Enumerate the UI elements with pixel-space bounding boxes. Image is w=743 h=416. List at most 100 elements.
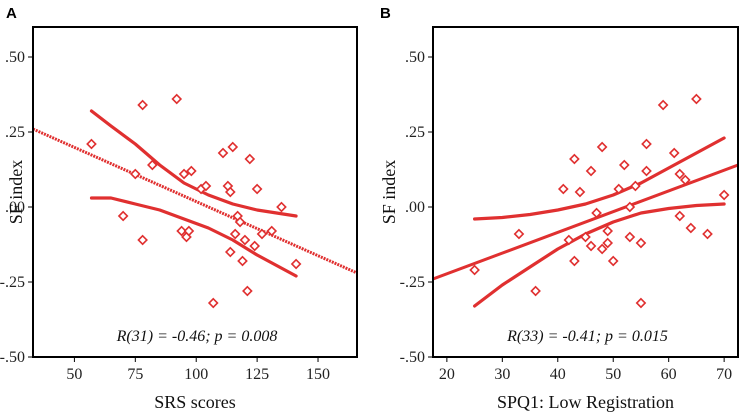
data-point (244, 153, 256, 165)
data-point (580, 231, 591, 243)
confidence-band-lower (89, 196, 298, 278)
data-point (596, 141, 608, 153)
regression-line (433, 163, 738, 281)
data-point (602, 225, 614, 237)
regression-line (33, 127, 357, 275)
y-tick-label: .25 (405, 124, 425, 141)
data-point (569, 153, 580, 165)
data-point (630, 180, 641, 192)
x-tick-label: 50 (66, 366, 82, 383)
y-tick-label: -.50 (400, 349, 425, 366)
panel-b: B .50 .25 .00 -.25 -.50 20 30 40 50 60 70 SPQ1: Low… (379, 5, 739, 412)
x-tick-label: 40 (550, 366, 566, 383)
data-point (137, 99, 148, 111)
data-point (178, 168, 190, 180)
data-point (618, 159, 630, 171)
data-point (624, 201, 636, 213)
data-point (290, 258, 302, 270)
data-point (224, 186, 236, 198)
data-point (613, 183, 625, 195)
data-point (602, 237, 614, 249)
data-point (237, 255, 248, 267)
x-tick-label: 75 (127, 366, 143, 383)
data-point (657, 99, 669, 111)
stats-annotation: R(33) = -0.41; p = 0.015 (506, 328, 668, 345)
y-tick-label: .25 (5, 124, 25, 141)
x-tick-label: 100 (184, 366, 208, 383)
data-point (624, 231, 636, 243)
x-tick-label: 50 (605, 366, 621, 383)
data-point (147, 159, 158, 171)
data-point (239, 234, 251, 246)
data-point (685, 222, 697, 234)
x-tick-label: 125 (245, 366, 269, 383)
plot-area-a: .50 .25 .00 -.25 -.50 50 75 100 125 150 SRS scores… (0, 26, 358, 412)
data-point (674, 168, 686, 180)
confidence-band-upper (89, 109, 298, 218)
y-tick-label: .00 (405, 199, 425, 216)
data-point (674, 210, 686, 222)
data-point (217, 147, 229, 159)
data-point (117, 210, 129, 222)
x-tick-label: 60 (661, 366, 677, 383)
data-point (641, 138, 652, 150)
data-point (679, 174, 691, 186)
data-point (200, 180, 212, 192)
data-point (266, 225, 278, 237)
panel-b-letter: B (380, 5, 391, 22)
data-point (585, 165, 597, 177)
data-point (86, 138, 97, 150)
x-axis-label: SPQ1: Low Registration (497, 392, 674, 412)
data-point (207, 297, 219, 309)
data-point (635, 237, 647, 249)
data-point (718, 189, 730, 201)
data-point (641, 165, 652, 177)
data-point (574, 186, 586, 198)
data-point (129, 168, 141, 180)
data-point (227, 141, 239, 153)
x-tick-label: 150 (306, 366, 330, 383)
y-tick-label: -.25 (400, 274, 425, 291)
data-point (702, 228, 713, 240)
data-point (585, 240, 597, 252)
data-point (557, 183, 569, 195)
data-point (251, 183, 263, 195)
stats-annotation: R(31) = -0.46; p = 0.008 (116, 328, 278, 345)
plot-frame (32, 26, 358, 358)
y-tick-label: -.25 (0, 274, 25, 291)
confidence-band-lower (473, 202, 726, 308)
x-tick-label: 70 (716, 366, 732, 383)
x-axis-label: SRS scores (154, 392, 236, 412)
y-axis-label: SF index (6, 160, 26, 225)
y-tick-label: -.50 (0, 349, 25, 366)
data-point (607, 255, 619, 267)
data-point (513, 228, 525, 240)
data-point (591, 207, 602, 219)
x-tick-label: 30 (494, 366, 510, 383)
x-tick-label: 20 (439, 366, 455, 383)
data-point (569, 255, 580, 267)
data-point (530, 285, 541, 297)
confidence-band-upper (473, 136, 726, 221)
data-point (242, 285, 253, 297)
data-point (183, 225, 195, 237)
plot-area-b: .50 .25 .00 -.25 -.50 20 30 40 50 60 70 SPQ1: Low R… (379, 26, 739, 412)
y-axis-label: SF index (379, 160, 399, 225)
data-point (176, 225, 187, 237)
data-point (276, 201, 287, 213)
panel-a: A .50 .25 .00 -.25 -.50 50 75 100 125 150 SRS scor… (0, 5, 358, 412)
data-point (224, 246, 236, 258)
data-point (249, 240, 261, 252)
data-point (691, 93, 702, 105)
panel-a-letter: A (6, 5, 17, 22)
plot-content (433, 93, 738, 309)
data-point (171, 93, 183, 105)
data-point (668, 147, 680, 159)
data-point (469, 264, 480, 276)
data-point (256, 228, 268, 240)
y-tick-label: .00 (5, 199, 25, 216)
data-point (596, 243, 608, 255)
data-point (137, 234, 148, 246)
data-point (234, 216, 246, 228)
